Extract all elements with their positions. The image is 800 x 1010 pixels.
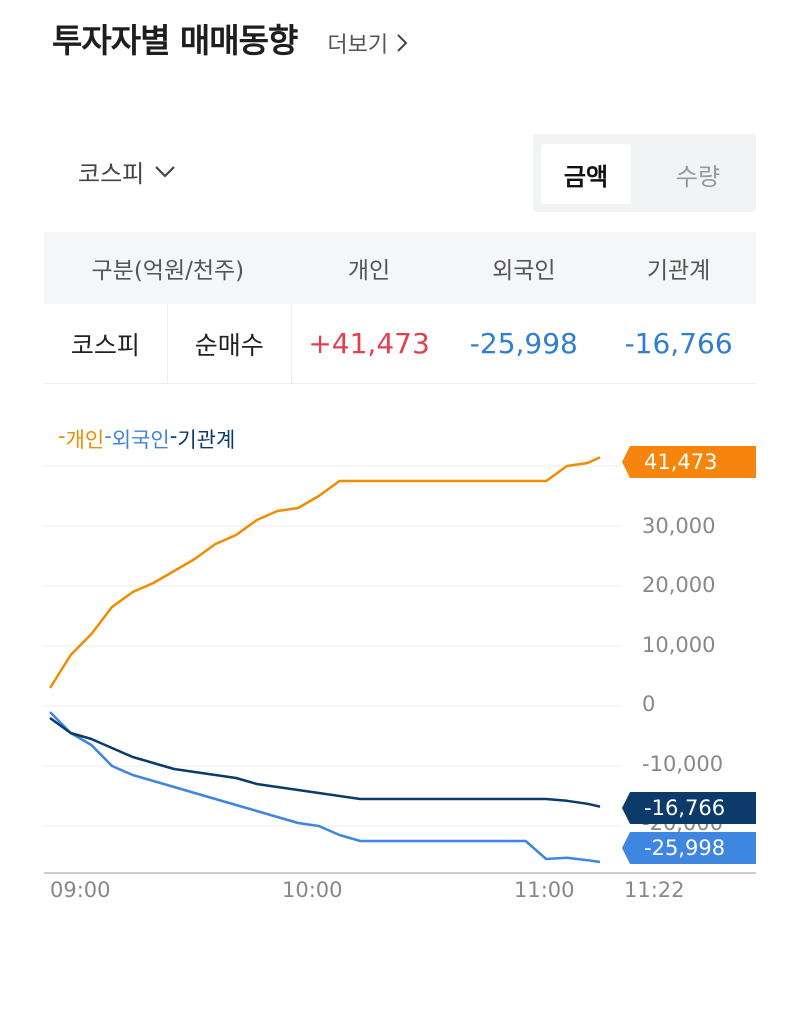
- series-institution-line: [49, 716, 601, 808]
- legend-foreign: 외국인: [111, 428, 170, 452]
- legend-institution: 기관계: [177, 428, 236, 452]
- chevron-right-icon: [397, 34, 408, 52]
- legend-dash-foreign: -: [104, 424, 112, 448]
- header-individual: 개인: [347, 258, 391, 284]
- chevron-down-icon: [155, 165, 176, 178]
- chart-legend: - 개인 - 외국인 - 기관계: [58, 424, 235, 454]
- y-tick-30000: 30,000: [642, 514, 716, 538]
- close-icon[interactable]: [722, 0, 762, 8]
- toggle-amount[interactable]: 금액: [541, 144, 631, 204]
- x-tick-1122: 11:22: [624, 878, 685, 902]
- market-selected: 코스피: [78, 160, 145, 188]
- y-tick-10000: 10,000: [642, 633, 716, 657]
- series-individual-line: [48, 456, 601, 689]
- more-link[interactable]: 더보기: [327, 27, 408, 59]
- section-header: 투자자별 매매동향 더보기: [52, 14, 408, 62]
- toggle-quantity[interactable]: 수량: [675, 162, 721, 191]
- series-foreign-line: [49, 711, 601, 864]
- legend-individual: 개인: [65, 428, 105, 452]
- cell-institution: -16,766: [624, 327, 733, 360]
- legend-dash-institution: -: [169, 424, 178, 448]
- investor-table: 구분(억원/천주) 개인 외국인 기관계 코스피 순매수 +41,473 -25…: [44, 232, 756, 384]
- market-dropdown[interactable]: 코스피: [78, 154, 176, 189]
- header-foreign: 외국인: [492, 258, 556, 284]
- y-tick-20000: 20,000: [642, 573, 716, 597]
- y-tick-0: 0: [642, 692, 656, 716]
- page-title: 투자자별 매매동향: [52, 21, 298, 60]
- unit-toggle: 금액 수량: [533, 134, 756, 212]
- legend-dash-individual: -: [58, 424, 66, 448]
- header-category: 구분(억원/천주): [91, 258, 245, 284]
- cell-foreign: -25,998: [469, 327, 578, 360]
- more-label: 더보기: [327, 33, 389, 58]
- header-institution: 기관계: [646, 258, 711, 284]
- table-row: 코스피 순매수 +41,473 -25,998 -16,766: [44, 303, 756, 384]
- x-tick-1000: 10:00: [282, 878, 343, 902]
- cell-market: 코스피: [44, 303, 168, 384]
- cell-type: 순매수: [168, 303, 292, 384]
- tag-institution: -16,766: [622, 792, 756, 824]
- tag-individual: 41,473: [622, 446, 756, 478]
- cell-individual: +41,473: [308, 327, 430, 360]
- y-tick-minus-20000: -20,000: [642, 811, 724, 835]
- x-tick-0900: 09:00: [50, 878, 111, 902]
- x-tick-1100: 11:00: [514, 878, 575, 902]
- table-header: 구분(억원/천주) 개인 외국인 기관계: [44, 232, 756, 304]
- y-tick-minus-10000: -10,000: [642, 752, 724, 776]
- tag-foreign: -25,998: [622, 832, 756, 864]
